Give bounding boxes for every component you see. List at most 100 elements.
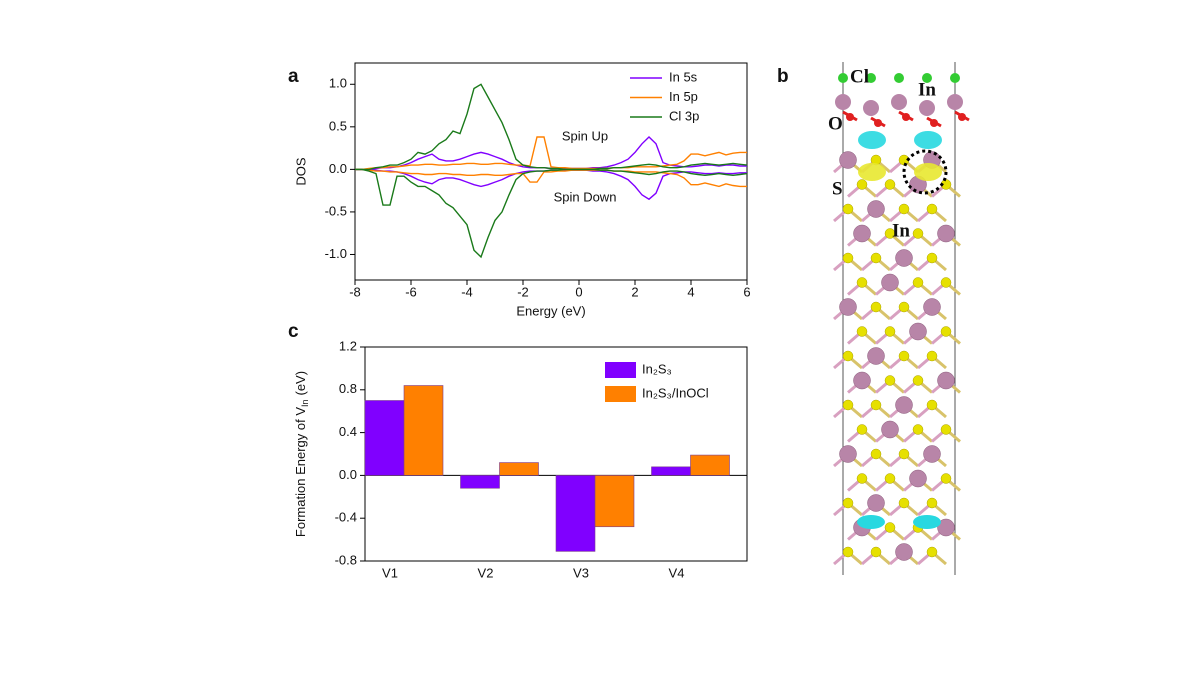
bar xyxy=(594,475,635,528)
x-axis-label: Energy (eV) xyxy=(516,303,585,318)
s-atom xyxy=(898,497,910,509)
cl-atom xyxy=(866,73,876,83)
bar xyxy=(364,400,405,476)
s-atom xyxy=(884,179,896,190)
s-atom xyxy=(940,326,952,337)
legend-swatch xyxy=(605,386,636,402)
x-tick-label: 2 xyxy=(631,284,638,299)
s-atom xyxy=(898,301,910,313)
y-axis-label-part: In xyxy=(300,399,310,407)
atom-label: Cl xyxy=(850,66,869,87)
y-tick-label: 0.4 xyxy=(339,424,357,439)
dos-line xyxy=(355,136,747,171)
charge-density xyxy=(914,163,942,181)
x-tick-label: 6 xyxy=(743,284,750,299)
annotation: Spin Up xyxy=(562,128,608,143)
s-atom xyxy=(842,546,854,558)
s-atom xyxy=(842,252,854,264)
legend-label: In 5p xyxy=(669,89,698,104)
s-atom xyxy=(842,203,854,215)
s-atom xyxy=(898,203,910,215)
cl-atom xyxy=(922,73,932,83)
s-atom xyxy=(856,326,868,337)
dos-line xyxy=(355,83,748,171)
structure-image xyxy=(833,62,970,575)
x-tick-label: -8 xyxy=(349,284,361,299)
bar xyxy=(499,462,539,476)
bar xyxy=(555,475,596,552)
annotation: Spin Down xyxy=(554,189,617,204)
s-atom xyxy=(856,473,868,484)
y-tick-label: 1.0 xyxy=(329,76,347,91)
y-tick-label: -0.5 xyxy=(325,203,347,218)
x-tick-label: -6 xyxy=(405,284,417,299)
bar xyxy=(651,466,691,476)
s-atom xyxy=(842,497,854,509)
s-atom xyxy=(884,228,896,239)
y-tick-label: -1.0 xyxy=(325,246,347,261)
bar xyxy=(403,385,444,476)
s-atom xyxy=(940,473,952,484)
y-axis-label: Formation Energy of VIn (eV) xyxy=(293,371,310,537)
in-atom xyxy=(909,322,927,341)
s-atom xyxy=(912,375,924,386)
s-atom xyxy=(870,399,882,411)
in-atom xyxy=(937,224,955,243)
in-atom xyxy=(895,249,913,267)
panel-label: a xyxy=(288,66,299,87)
cl-atom xyxy=(838,73,848,83)
s-atom xyxy=(870,546,882,558)
charge-density xyxy=(858,131,886,149)
in-atom xyxy=(947,94,963,110)
legend-label: Cl 3p xyxy=(669,108,699,123)
y-axis-label-part: Formation Energy of V xyxy=(293,407,308,537)
in-atom xyxy=(839,298,857,316)
in-atom xyxy=(909,469,927,488)
cl-atom xyxy=(894,73,904,83)
in-atom xyxy=(895,396,913,414)
in-atom xyxy=(867,494,885,512)
s-atom xyxy=(926,203,938,215)
in-atom xyxy=(891,94,907,110)
cl-atom xyxy=(950,73,960,83)
y-axis-label: DOS xyxy=(293,157,308,186)
bar xyxy=(460,475,500,489)
x-tick-label: -4 xyxy=(461,284,473,299)
legend-label: In₂S₃/InOCl xyxy=(642,385,709,400)
s-atom xyxy=(842,399,854,411)
s-atom xyxy=(870,301,882,313)
o-atom xyxy=(846,113,854,121)
y-tick-label: -0.4 xyxy=(335,510,357,525)
dos-line xyxy=(355,168,748,259)
y-tick-label: 0.8 xyxy=(339,381,357,396)
x-tick-label: V4 xyxy=(669,565,685,580)
s-atom xyxy=(842,350,854,362)
s-atom xyxy=(856,179,868,190)
in-atom xyxy=(853,371,871,390)
in-atom xyxy=(839,445,857,463)
in-atom xyxy=(867,200,885,218)
y-tick-label: 1.2 xyxy=(339,338,357,353)
atom-label: S xyxy=(832,178,843,199)
o-atom xyxy=(902,113,910,121)
s-atom xyxy=(926,252,938,264)
highlight xyxy=(902,149,948,195)
s-atom xyxy=(898,448,910,460)
in-atom xyxy=(923,445,941,463)
panel-label: b xyxy=(777,66,789,87)
x-tick-label: V2 xyxy=(478,565,494,580)
y-tick-label: -0.8 xyxy=(335,552,357,567)
o-atom xyxy=(874,119,882,127)
plot-frame xyxy=(354,62,748,281)
atom-label: In xyxy=(892,220,910,241)
charge-density xyxy=(858,163,886,181)
atom-label: In xyxy=(918,79,936,100)
charge-density xyxy=(857,515,885,529)
o-atom xyxy=(930,119,938,127)
legend-label: In₂S₃ xyxy=(642,361,672,376)
s-atom xyxy=(884,375,896,386)
s-atom xyxy=(926,350,938,362)
o-atom xyxy=(958,113,966,121)
s-atom xyxy=(912,277,924,288)
s-atom xyxy=(884,326,896,337)
